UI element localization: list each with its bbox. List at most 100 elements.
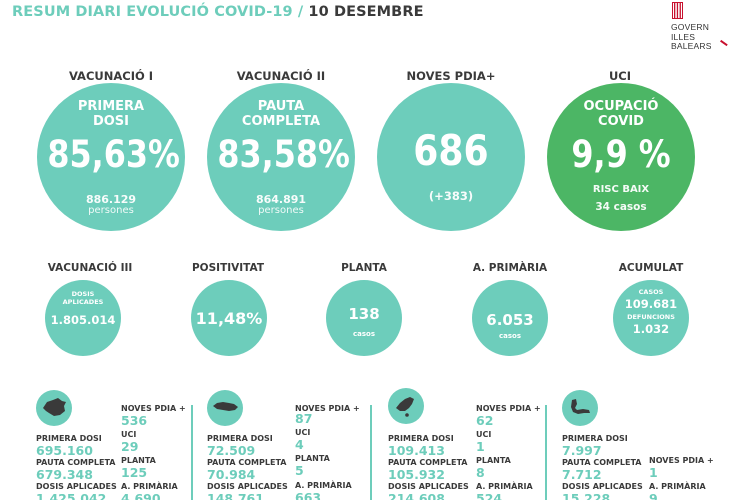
heading-noves-pdia: NOVES PDIA+ bbox=[406, 69, 496, 83]
card-a-primaria: 6.053 casos bbox=[472, 280, 548, 356]
noves-pdia-value: 87 bbox=[295, 411, 313, 426]
card-positivitat: 11,48% bbox=[191, 280, 267, 356]
uci-label: UCI bbox=[121, 430, 137, 439]
card-sub1: (+383) bbox=[428, 189, 474, 203]
logo-text: GOVERN ILLES BALEARS bbox=[671, 22, 712, 52]
logo-slash bbox=[720, 39, 728, 46]
card-value: 9,9 % bbox=[571, 133, 671, 176]
card-label-line2: COMPLETA bbox=[241, 114, 321, 129]
primera-dosi-value: 72.509 bbox=[207, 443, 256, 458]
dosis-aplicades-value: 1.425.042 bbox=[36, 491, 107, 500]
a-primaria-label: A. PRIMÀRIA bbox=[295, 481, 352, 490]
island-divider bbox=[191, 405, 193, 500]
island-divider bbox=[545, 405, 547, 500]
noves-pdia-value: 62 bbox=[476, 413, 494, 428]
card-label-line2: DOSI bbox=[92, 114, 130, 129]
dosis-aplicades-label: DOSIS APLICADES bbox=[207, 482, 288, 491]
title-date: 10 DESEMBRE bbox=[308, 4, 424, 20]
page-title: RESUM DIARI EVOLUCIÓ COVID-19 / 10 DESEM… bbox=[12, 4, 424, 20]
primera-dosi-value: 109.413 bbox=[388, 443, 445, 458]
card-sub1: RISC BAIX bbox=[592, 184, 650, 195]
planta-label: PLANTA bbox=[295, 454, 330, 463]
title-text: RESUM DIARI EVOLUCIÓ COVID-19 / bbox=[12, 4, 309, 20]
formentera-map-icon bbox=[562, 390, 598, 426]
a-primaria-value: 4.690 bbox=[121, 491, 161, 500]
primera-dosi-label: PRIMERA DOSI bbox=[562, 434, 628, 443]
card-label-line2: APLICADES bbox=[62, 298, 104, 306]
heading-uci: UCI bbox=[608, 69, 632, 83]
govern-illes-balears-logo: GOVERN ILLES BALEARS bbox=[668, 2, 730, 56]
card-label-line1: DOSIS bbox=[71, 290, 95, 298]
card-sub2: 34 casos bbox=[595, 201, 647, 213]
a-primaria-label: A. PRIMÀRIA bbox=[476, 482, 533, 491]
logo-line1: GOVERN bbox=[671, 22, 710, 32]
card-uci-ocupacio: OCUPACIÓ COVID 9,9 % RISC BAIX 34 casos bbox=[547, 83, 695, 231]
a-primaria-value: 663 bbox=[295, 490, 322, 500]
uci-label: UCI bbox=[476, 430, 492, 439]
noves-pdia-label: NOVES PDIA + bbox=[295, 404, 360, 413]
noves-pdia-label: NOVES PDIA + bbox=[649, 456, 714, 465]
logo-line3: BALEARS bbox=[671, 41, 712, 51]
card-acumulat: CASOS 109.681 DEFUNCIONS 1.032 bbox=[613, 280, 689, 356]
mallorca-map-icon bbox=[36, 390, 72, 426]
heading-vacunacio-i: VACUNACIÓ I bbox=[68, 69, 154, 83]
uci-label: UCI bbox=[295, 428, 311, 437]
planta-value: 8 bbox=[476, 465, 485, 480]
card-value: 138 bbox=[348, 305, 380, 323]
card-dosis-aplicades: DOSIS APLICADES 1.805.014 bbox=[45, 280, 121, 356]
heading-a-primaria: A. PRIMÀRIA bbox=[472, 262, 548, 274]
uci-value: 4 bbox=[295, 437, 304, 452]
card-sub2: persones bbox=[258, 205, 304, 216]
heading-acumulat: ACUMULAT bbox=[618, 262, 684, 274]
pauta-completa-label: PAUTA COMPLETA bbox=[36, 458, 116, 467]
card-noves-pdia: 686 (+383) bbox=[377, 83, 525, 231]
eivissa-map-icon bbox=[388, 388, 424, 424]
pauta-completa-label: PAUTA COMPLETA bbox=[562, 458, 642, 467]
card-value: 11,48% bbox=[195, 309, 263, 328]
heading-positivitat: POSITIVITAT bbox=[191, 262, 264, 274]
card-sub: casos bbox=[498, 332, 521, 340]
noves-pdia-value: 536 bbox=[121, 413, 148, 428]
a-primaria-label: A. PRIMÀRIA bbox=[121, 482, 178, 491]
card-primera-dosi: PRIMERA DOSI 85,63% 886.129 persones bbox=[37, 83, 185, 231]
card-value-casos: 109.681 bbox=[624, 297, 678, 311]
uci-value: 1 bbox=[476, 439, 485, 454]
menorca-map-icon bbox=[207, 390, 243, 426]
card-sub1: 864.891 bbox=[255, 193, 307, 206]
card-label-line2: COVID bbox=[598, 114, 644, 129]
card-label-line1: PAUTA bbox=[257, 99, 305, 114]
planta-value: 125 bbox=[121, 465, 148, 480]
card-label-line1: OCUPACIÓ bbox=[583, 99, 659, 114]
card-label-line1: PRIMERA bbox=[77, 99, 145, 114]
dosis-aplicades-value: 148.761 bbox=[207, 491, 264, 500]
card-label-defuncions: DEFUNCIONS bbox=[627, 313, 675, 321]
pauta-completa-value: 7.712 bbox=[562, 467, 602, 482]
dosis-aplicades-value: 214.608 bbox=[388, 491, 445, 500]
card-value: 85,63% bbox=[47, 133, 180, 176]
pauta-completa-value: 679.348 bbox=[36, 467, 93, 482]
dosis-aplicades-label: DOSIS APLICADES bbox=[36, 482, 117, 491]
card-sub: casos bbox=[352, 330, 375, 338]
dosis-aplicades-label: DOSIS APLICADES bbox=[388, 482, 469, 491]
noves-pdia-label: NOVES PDIA + bbox=[476, 404, 541, 413]
card-planta: 138 casos bbox=[326, 280, 402, 356]
card-sub1: 886.129 bbox=[85, 193, 137, 206]
card-pauta-completa: PAUTA COMPLETA 83,58% 864.891 persones bbox=[207, 83, 355, 231]
uci-value: 29 bbox=[121, 439, 139, 454]
logo-line2: ILLES bbox=[671, 31, 696, 42]
card-value: 83,58% bbox=[217, 133, 350, 176]
card-value: 686 bbox=[413, 126, 489, 175]
noves-pdia-value: 1 bbox=[649, 465, 658, 480]
heading-vacunacio-iii: VACUNACIÓ III bbox=[47, 262, 133, 274]
pauta-completa-value: 105.932 bbox=[388, 467, 445, 482]
a-primaria-value: 9 bbox=[649, 491, 658, 500]
pauta-completa-value: 70.984 bbox=[207, 467, 256, 482]
card-value-defuncions: 1.032 bbox=[632, 322, 670, 336]
card-value: 6.053 bbox=[486, 311, 534, 329]
pauta-completa-label: PAUTA COMPLETA bbox=[207, 458, 287, 467]
card-sub2: persones bbox=[88, 205, 134, 216]
noves-pdia-label: NOVES PDIA + bbox=[121, 404, 186, 413]
coat-of-arms-icon bbox=[672, 2, 683, 19]
planta-label: PLANTA bbox=[121, 456, 156, 465]
island-divider bbox=[370, 405, 372, 500]
